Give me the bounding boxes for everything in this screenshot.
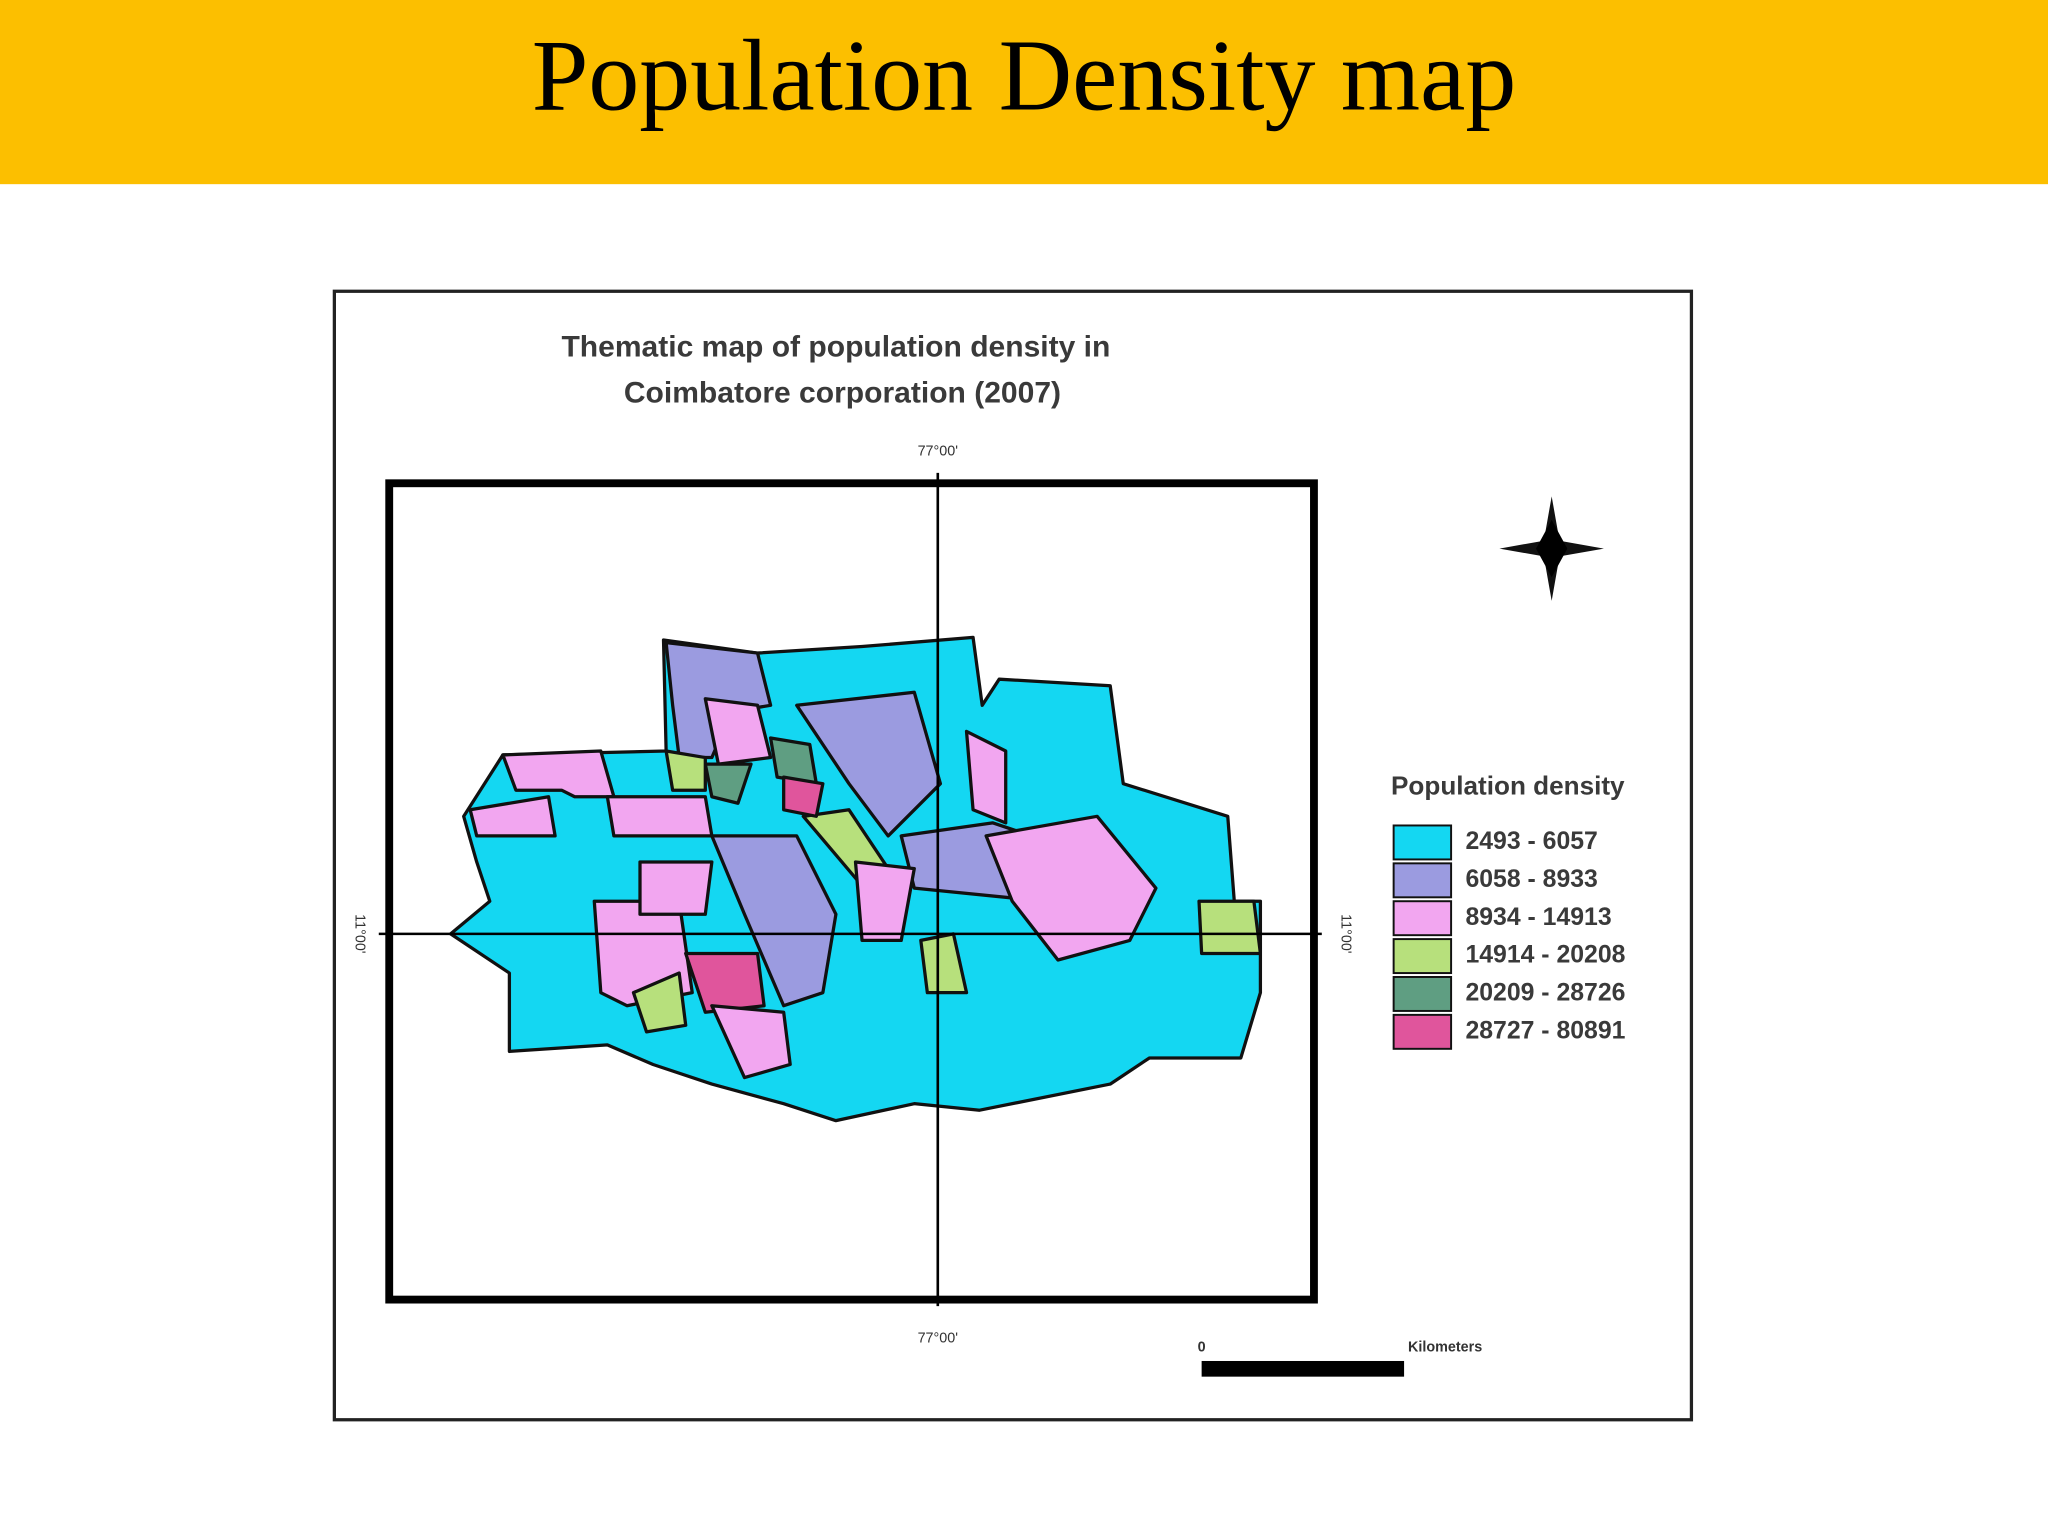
legend: Population density 2493 - 6057 6058 - 893… (1391, 770, 1626, 1050)
legend-swatch (1392, 900, 1453, 937)
legend-label: 14914 - 20208 (1465, 942, 1625, 969)
longitude-label: 77°00' (918, 1331, 959, 1347)
district (964, 729, 1008, 825)
legend-label: 28727 - 80891 (1465, 1017, 1625, 1044)
district (919, 932, 969, 995)
district (605, 795, 714, 838)
legend-label: 20209 - 28726 (1465, 980, 1625, 1007)
legend-label: 8934 - 14913 (1465, 904, 1611, 931)
district (768, 736, 818, 786)
title-banner (0, 0, 2048, 185)
district (853, 860, 916, 943)
district (703, 762, 753, 805)
longitude-label: 77°00' (918, 444, 959, 460)
map-neatline (385, 479, 1318, 1304)
district (710, 834, 838, 1008)
district (468, 795, 557, 838)
district (638, 860, 714, 916)
district (782, 775, 825, 818)
district (664, 749, 707, 792)
district (984, 814, 1158, 962)
legend-label: 2493 - 6057 (1465, 828, 1597, 855)
legend-swatch (1392, 975, 1453, 1012)
district (501, 749, 616, 799)
district (631, 971, 688, 1034)
legend-label: 6058 - 8933 (1465, 866, 1597, 893)
district (684, 951, 766, 1014)
map-title-line: Coimbatore corporation (2007) (624, 376, 1061, 409)
legend-swatch (1392, 824, 1453, 861)
district (710, 1004, 792, 1080)
scale-bar (1201, 1360, 1405, 1377)
district (1197, 899, 1263, 956)
district (795, 690, 943, 838)
district (703, 697, 773, 766)
legend-swatch (1392, 938, 1453, 975)
map-title-line: Thematic map of population density in (561, 331, 1110, 364)
district-map (448, 635, 1263, 1123)
north-arrow (1499, 496, 1604, 601)
legend-title: Population density (1391, 770, 1625, 800)
legend-swatch (1392, 1013, 1453, 1050)
legend-swatch (1392, 862, 1453, 899)
latitude-label: 11°00' (351, 914, 367, 954)
slide-title: Population Density map (532, 20, 1517, 133)
scale-unit-label: Kilometers (1408, 1340, 1482, 1356)
latitude-label: 11°00' (1338, 914, 1354, 954)
scale-start-label: 0 (1198, 1340, 1206, 1356)
